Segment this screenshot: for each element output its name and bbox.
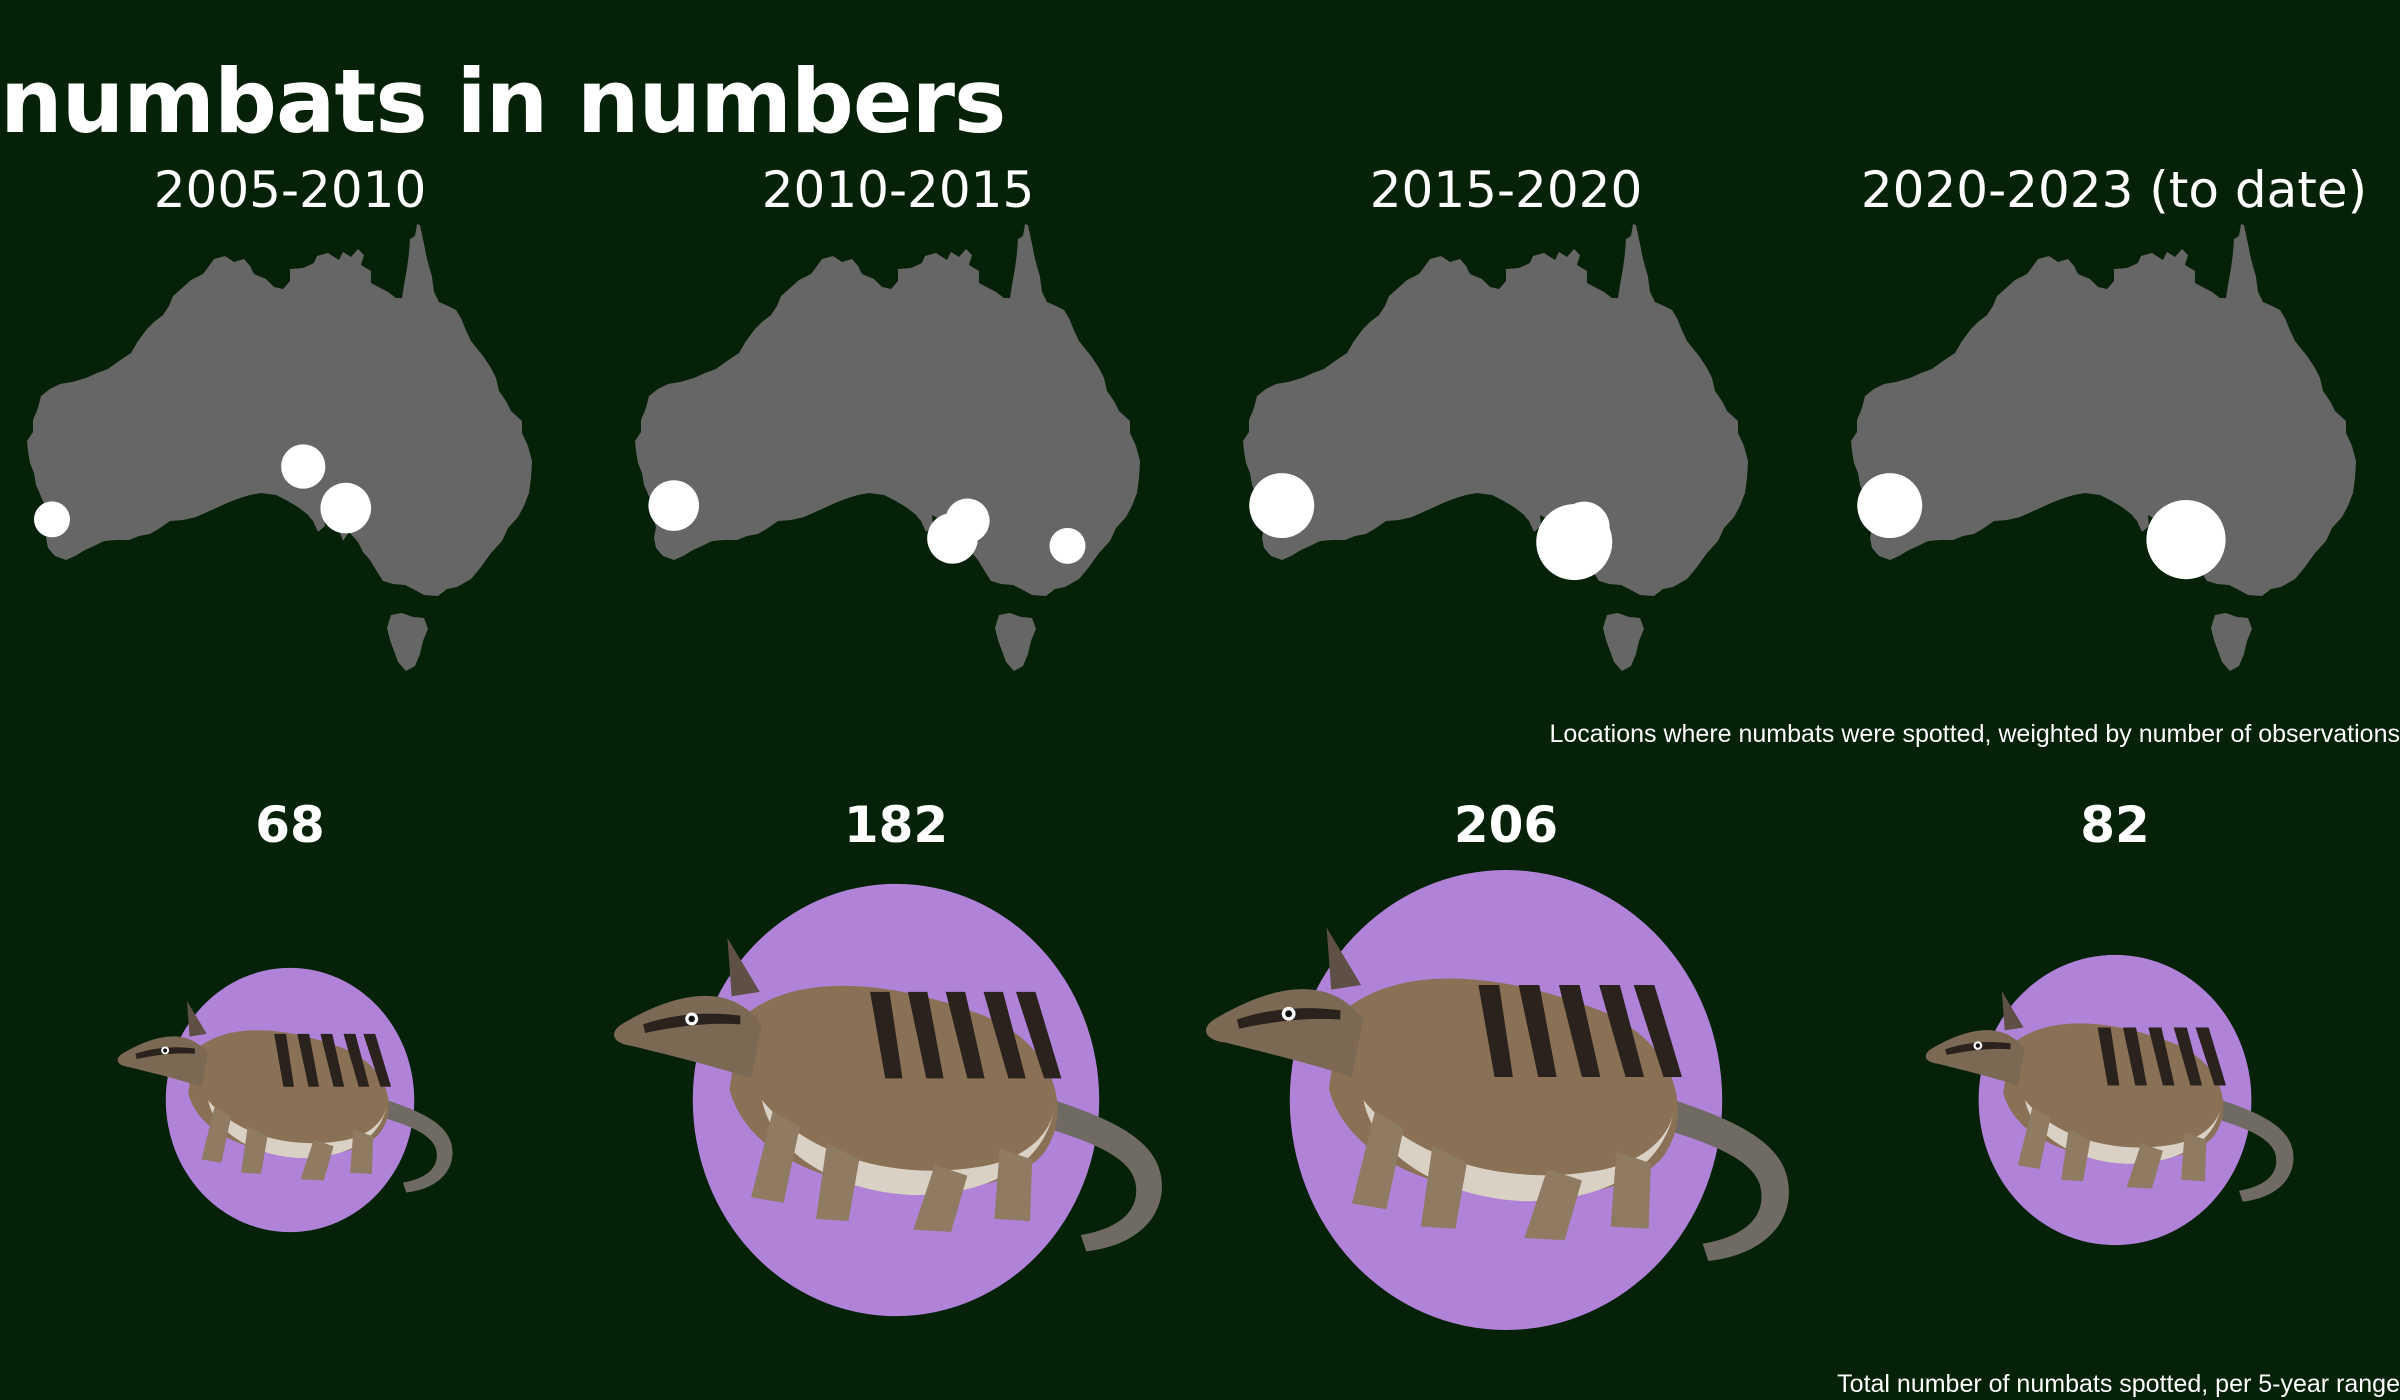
total-value-label: 206 [1454, 796, 1558, 854]
total-value-label: 82 [2080, 796, 2150, 854]
sighting-marker [1049, 527, 1086, 564]
australia-map [1851, 224, 2356, 671]
sighting-marker [1249, 473, 1315, 539]
australia-map [27, 224, 532, 671]
map-panel: 2015-2020 [1243, 161, 1748, 671]
map-panel: 2010-2015 [635, 161, 1140, 671]
total-value-label: 68 [255, 796, 325, 854]
sighting-marker [945, 498, 990, 543]
page-title: numbats in numbers [0, 50, 1006, 153]
australia-map [1243, 224, 1748, 671]
numbat-illustration [1925, 991, 2294, 1202]
australia-map [635, 224, 1140, 671]
sighting-marker [34, 501, 70, 538]
maps-row: 2005-2010 2010-2015 2015-2020 2020-2023 (to… [27, 161, 2367, 671]
sighting-marker [648, 480, 700, 531]
map-panel: 2020-2023 (to date) [1851, 161, 2367, 671]
total-panel: 182 [614, 796, 1162, 1317]
numbat-illustration [614, 937, 1162, 1252]
sighting-marker [2146, 499, 2226, 580]
period-label: 2010-2015 [762, 161, 1035, 219]
total-panel: 68 [117, 796, 453, 1233]
sighting-marker [281, 444, 326, 489]
totals-caption: Total number of numbats spotted, per 5-y… [1837, 1370, 2400, 1398]
maps-caption: Locations where numbats were spotted, we… [1549, 720, 2400, 748]
numbat-illustration [117, 1000, 453, 1193]
sighting-marker [1857, 473, 1923, 539]
sighting-marker [1536, 504, 1613, 581]
total-panel: 82 [1925, 796, 2294, 1246]
totals-row: 68 182 206 82 [117, 796, 2294, 1330]
total-value-label: 182 [844, 796, 948, 854]
total-panel: 206 [1206, 796, 1789, 1330]
period-label: 2005-2010 [154, 161, 427, 219]
map-panel: 2005-2010 [27, 161, 532, 671]
numbat-illustration [1206, 927, 1789, 1261]
period-label: 2015-2020 [1370, 161, 1643, 219]
sighting-marker [320, 482, 372, 534]
period-label: 2020-2023 (to date) [1861, 161, 2367, 219]
